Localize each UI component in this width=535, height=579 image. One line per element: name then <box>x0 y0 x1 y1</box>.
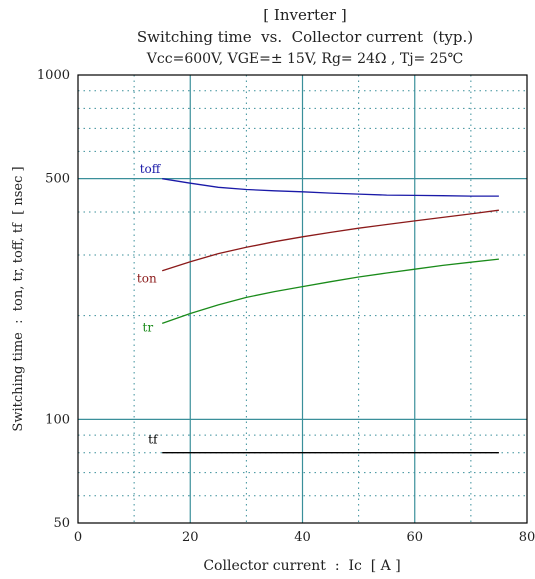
tick-labels: 0 20 40 60 80 50 100 500 1000 <box>37 68 535 545</box>
x-axis-label: Collector current : Ic [ A ] <box>203 558 400 574</box>
chart-subtitle: Switching time vs. Collector current (ty… <box>137 28 473 46</box>
x-tick-label: 40 <box>294 530 311 545</box>
x-tick-label: 60 <box>406 530 423 545</box>
series-label-tr: tr <box>143 320 154 334</box>
x-tick-label: 0 <box>74 530 82 545</box>
y-tick-label: 50 <box>53 516 70 531</box>
major-grid <box>78 75 527 523</box>
x-tick-label: 80 <box>519 530 535 545</box>
chart-conditions: Vcc=600V, VGE=± 15V, Rg= 24Ω , Tj= 25℃ <box>146 51 463 67</box>
y-tick-label: 100 <box>45 412 70 427</box>
series-labels: toff ton tr tf <box>137 162 162 447</box>
y-axis-label: Switching time : ton, tr, toff, tf [ nse… <box>11 166 26 431</box>
series-label-ton: ton <box>137 271 157 285</box>
plot-frame <box>77 74 528 524</box>
series-line-ton <box>161 209 499 272</box>
y-tick-label: 500 <box>45 172 70 187</box>
x-tick-label: 20 <box>182 530 199 545</box>
series-label-toff: toff <box>140 162 162 176</box>
series-line-toff <box>162 178 499 197</box>
chart-title: [ Inverter ] <box>263 6 346 24</box>
series-label-tf: tf <box>148 433 159 447</box>
series-layer <box>161 178 499 454</box>
y-tick-label: 1000 <box>37 68 70 83</box>
series-line-tr <box>161 258 499 325</box>
